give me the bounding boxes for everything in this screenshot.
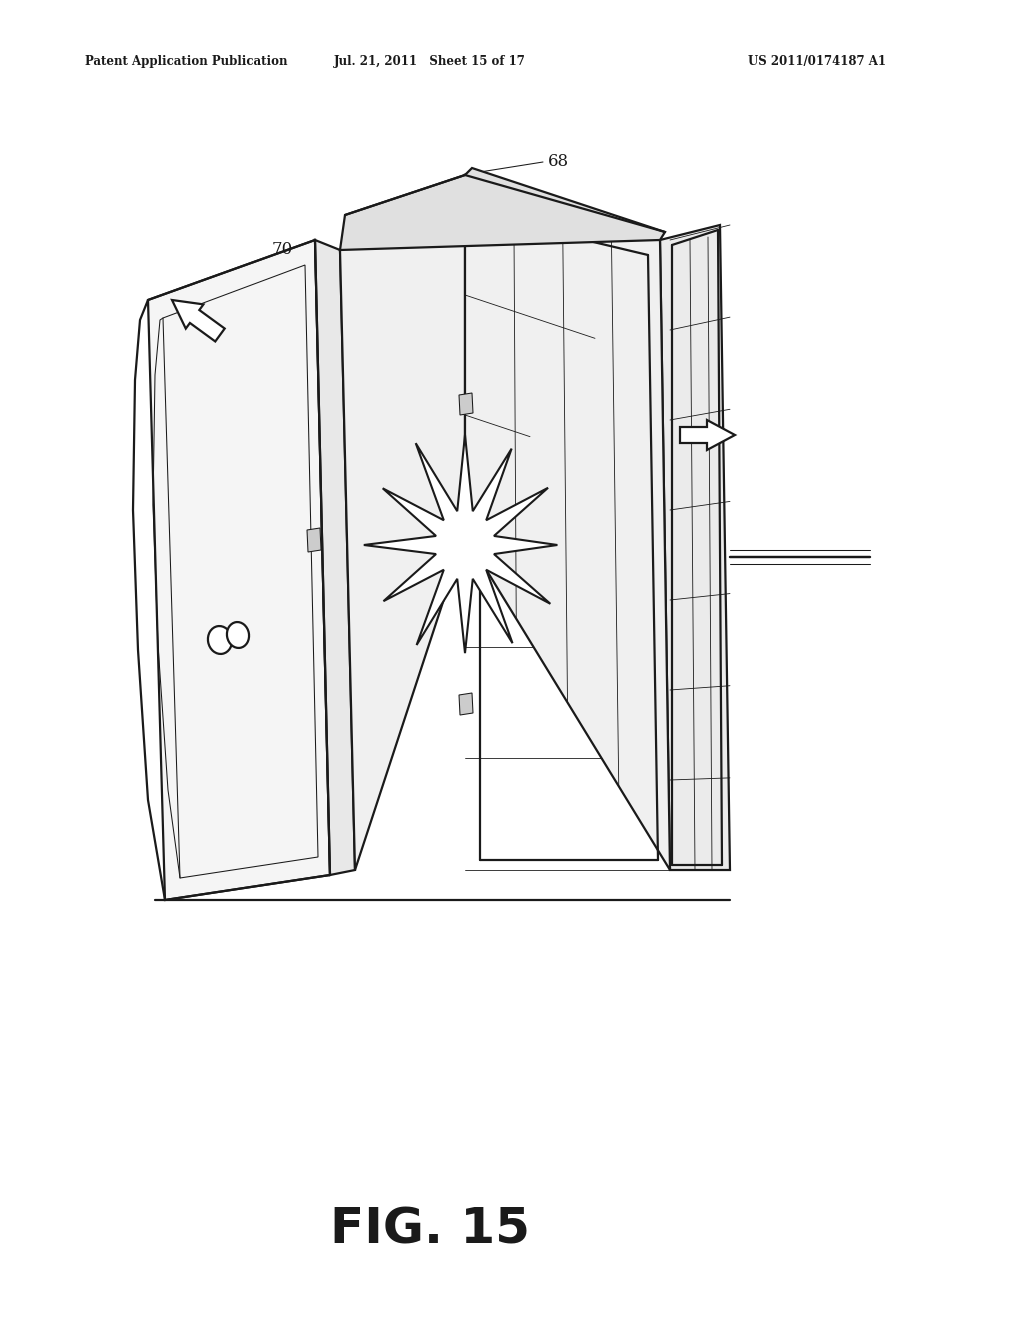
Polygon shape: [459, 393, 473, 414]
FancyArrow shape: [680, 420, 735, 450]
Polygon shape: [364, 434, 557, 653]
Polygon shape: [465, 176, 670, 870]
Polygon shape: [340, 168, 665, 249]
Text: 68: 68: [548, 153, 569, 170]
Text: US 2011/0174187 A1: US 2011/0174187 A1: [748, 55, 886, 69]
FancyArrow shape: [172, 300, 224, 342]
Polygon shape: [340, 176, 465, 870]
Text: 70: 70: [272, 242, 293, 259]
Polygon shape: [163, 265, 318, 878]
Text: 72: 72: [635, 272, 656, 289]
Polygon shape: [148, 240, 330, 900]
Polygon shape: [660, 224, 730, 870]
Polygon shape: [307, 528, 321, 552]
Polygon shape: [459, 693, 473, 715]
Ellipse shape: [227, 622, 249, 648]
Polygon shape: [315, 240, 355, 875]
Text: Patent Application Publication: Patent Application Publication: [85, 55, 288, 69]
Ellipse shape: [208, 626, 232, 653]
Text: FIG. 15: FIG. 15: [330, 1206, 530, 1254]
Text: Jul. 21, 2011   Sheet 15 of 17: Jul. 21, 2011 Sheet 15 of 17: [334, 55, 526, 69]
